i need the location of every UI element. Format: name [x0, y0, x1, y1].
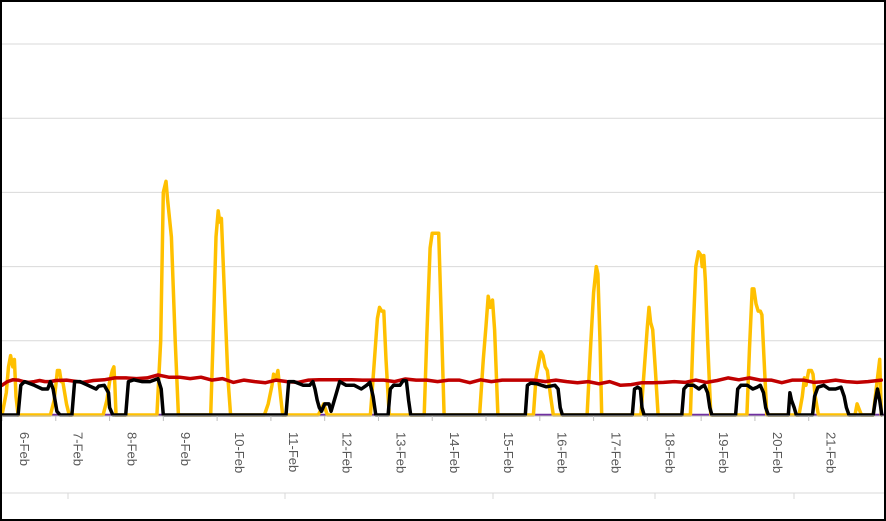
x-tick-label: 18-Feb [662, 432, 677, 473]
x-tick-label: 14-Feb [447, 432, 462, 473]
x-tick-label: 19-Feb [716, 432, 731, 473]
x-tick-label: 13-Feb [393, 432, 408, 473]
x-tick-label: 15-Feb [501, 432, 516, 473]
x-tick-label: 10-Feb [232, 432, 247, 473]
x-tick-label: 8-Feb [124, 432, 139, 466]
series-layer [2, 179, 884, 417]
x-tick-label: 9-Feb [178, 432, 193, 466]
x-tick-label: 21-Feb [824, 432, 839, 473]
x-tick-label: 7-Feb [71, 432, 86, 466]
x-tick-label: 11-Feb [286, 432, 301, 472]
x-tick-label: 16-Feb [555, 432, 570, 473]
x-tick-label: 12-Feb [340, 432, 355, 473]
x-tick-label: 6-Feb [17, 432, 32, 466]
x-tick-label: 20-Feb [770, 432, 785, 473]
x-tick-label: 17-Feb [608, 432, 623, 473]
gridlines [2, 43, 884, 342]
bottom-strip [2, 492, 884, 499]
x-tick-labels: 6-Feb 7-Feb 8-Feb 9-Feb 10-Feb 11-Feb 12-Feb 13… [2, 416, 839, 473]
series-line-1 [2, 373, 884, 388]
series-line-2 [2, 376, 884, 417]
